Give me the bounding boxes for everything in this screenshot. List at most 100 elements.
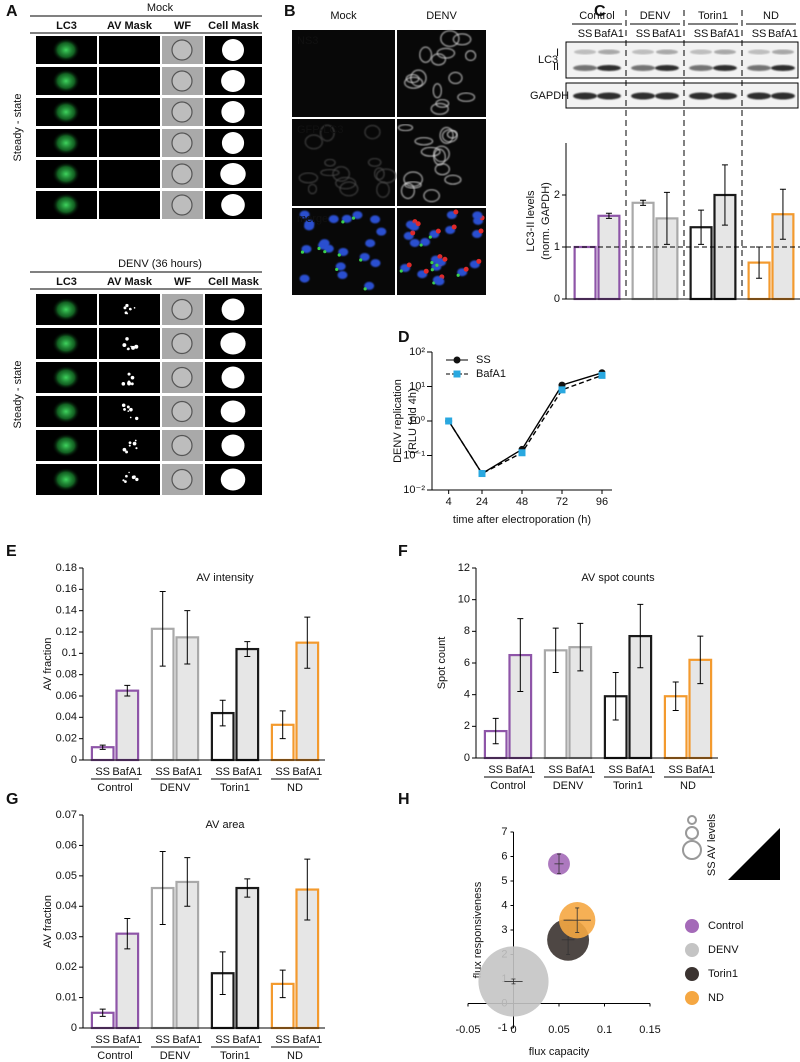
cell-mask <box>221 70 245 92</box>
nucleus <box>304 222 315 231</box>
x-tick-label: -0.05 <box>455 1024 480 1036</box>
nucleus <box>364 281 375 290</box>
legend-label: Torin1 <box>708 968 738 980</box>
blot-label: LC3 <box>538 54 558 66</box>
image-av-mask <box>99 362 160 393</box>
blot-label: GAPDH <box>530 90 569 102</box>
series-label: BafA1 <box>292 766 322 778</box>
ns3-signal <box>478 228 484 234</box>
y-axis-label: LC3-II levels <box>525 190 537 252</box>
ns3-signal <box>410 230 416 236</box>
lane-label: SS <box>694 28 709 40</box>
size-key <box>682 840 702 860</box>
y-tick-label: 3 <box>501 924 507 936</box>
series-label: BafA1 <box>505 764 535 776</box>
y-tick-label: 0 <box>71 754 77 766</box>
cell <box>431 53 446 66</box>
y-tick-label: 5 <box>501 875 507 887</box>
image-av-mask <box>99 191 160 219</box>
category-label: Control <box>97 1050 132 1062</box>
av-dot <box>131 345 135 350</box>
band-label: II <box>553 61 559 73</box>
band-ii <box>770 65 795 71</box>
cell-outline <box>171 39 193 61</box>
legend-marker <box>453 370 461 378</box>
x-tick-label: 0.15 <box>639 1024 660 1036</box>
series-label: BafA1 <box>685 764 715 776</box>
cell-glow <box>52 331 80 356</box>
ns3-signal <box>453 209 459 215</box>
av-dot <box>121 403 126 408</box>
cell-glow <box>52 131 80 155</box>
ns3-signal <box>451 224 457 230</box>
error-bar <box>184 610 191 665</box>
av-dot <box>125 337 129 341</box>
series-label: BafA1 <box>172 1034 202 1046</box>
y-axis-label: Spot count <box>436 637 448 690</box>
av-dot <box>126 348 129 350</box>
cell <box>430 103 449 115</box>
cell-mask <box>221 366 245 389</box>
cell <box>465 50 477 61</box>
bar <box>597 214 621 301</box>
lc3-signal <box>337 253 341 257</box>
panel-label: D <box>398 329 410 346</box>
cell <box>368 157 382 167</box>
legend-marker <box>685 943 699 957</box>
cell-outline <box>171 400 193 423</box>
av-dot <box>125 450 129 454</box>
cell <box>307 183 318 195</box>
category-label: DENV <box>160 1050 191 1062</box>
error-bar <box>552 627 559 673</box>
cell <box>420 146 441 157</box>
cell <box>320 124 335 142</box>
series-label: SS <box>488 764 503 776</box>
av-dot <box>121 382 126 386</box>
band-i <box>632 49 655 55</box>
av-dot <box>135 447 138 450</box>
y-tick-label: -1 <box>498 1022 508 1034</box>
y-tick-label: 0 <box>464 752 470 764</box>
error-bar <box>159 851 166 926</box>
lc3-signal <box>341 220 345 224</box>
category-label: Torin1 <box>220 782 250 794</box>
series-label: SS <box>275 1034 290 1046</box>
cell-glow <box>52 297 80 322</box>
band-ii <box>747 65 772 71</box>
cell-outline <box>171 468 193 491</box>
image-av-mask <box>99 160 160 188</box>
cell-glow <box>52 69 80 93</box>
y-tick-label: 2 <box>464 720 470 732</box>
error-bar <box>304 616 311 669</box>
error-bar <box>640 199 647 206</box>
band-ii <box>689 65 714 71</box>
error-bar <box>279 710 286 740</box>
error-bar <box>672 681 679 711</box>
y-tick-label: 0.02 <box>56 733 77 745</box>
lc3-signal <box>419 243 423 247</box>
category-label: ND <box>763 10 779 22</box>
cell-mask <box>221 132 245 154</box>
x-tick-label: 48 <box>516 496 528 508</box>
legend-label: BafA1 <box>476 368 506 380</box>
category-label: DENV <box>553 780 584 792</box>
error-bar <box>612 672 619 721</box>
cell-glow <box>52 467 80 492</box>
series-label: BafA1 <box>292 1034 322 1046</box>
error-bar <box>244 641 251 658</box>
legend-marker <box>453 356 461 364</box>
legend-label: Control <box>708 920 743 932</box>
cell <box>433 145 450 163</box>
band-ii <box>712 65 737 71</box>
category-label: Control <box>490 780 525 792</box>
ns3-signal <box>463 266 469 272</box>
y-axis-label: AV fraction <box>42 638 54 691</box>
error-bar <box>517 618 524 692</box>
av-dot <box>125 303 129 308</box>
cell-outline <box>171 132 193 154</box>
x-axis-label: flux capacity <box>529 1046 590 1058</box>
cell <box>432 83 442 99</box>
band-label: I <box>556 47 559 59</box>
series-label: SS <box>668 764 683 776</box>
x-tick-label: 24 <box>476 496 488 508</box>
